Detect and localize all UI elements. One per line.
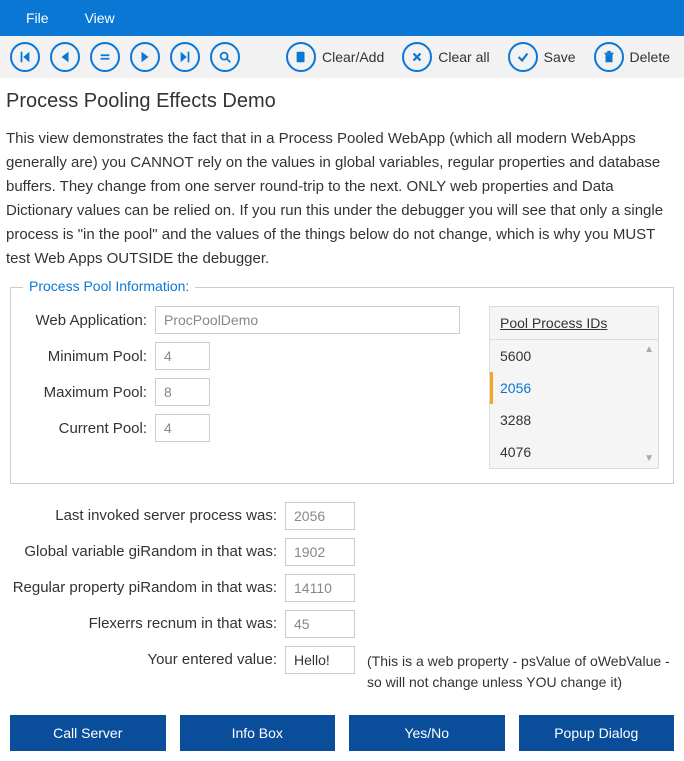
page-title: Process Pooling Effects Demo: [0, 78, 684, 121]
pid-list-header[interactable]: Pool Process IDs: [490, 307, 658, 340]
delete-label: Delete: [630, 49, 670, 65]
last-invoked-input[interactable]: [285, 502, 355, 530]
flexerrs-input[interactable]: [285, 610, 355, 638]
clear-all-icon: [402, 42, 432, 72]
pool-info-fieldset: Process Pool Information: Web Applicatio…: [10, 287, 674, 484]
delete-button[interactable]: Delete: [590, 42, 674, 72]
yes-no-button[interactable]: Yes/No: [349, 715, 505, 751]
delete-icon: [594, 42, 624, 72]
min-pool-input[interactable]: [155, 342, 210, 370]
menubar: File View: [0, 0, 684, 36]
max-pool-input[interactable]: [155, 378, 210, 406]
pid-list-item[interactable]: 5600: [490, 340, 658, 372]
status-form: Last invoked server process was: Global …: [0, 484, 684, 705]
gi-random-label: Global variable giRandom in that was:: [10, 538, 285, 560]
pi-random-label: Regular property piRandom in that was:: [10, 574, 285, 596]
toolbar: Clear/Add Clear all Save Delete: [0, 36, 684, 78]
save-button[interactable]: Save: [504, 42, 580, 72]
popup-dialog-button[interactable]: Popup Dialog: [519, 715, 675, 751]
search-icon[interactable]: [210, 42, 240, 72]
clear-all-label: Clear all: [438, 49, 489, 65]
clear-add-label: Clear/Add: [322, 49, 384, 65]
pid-list-item[interactable]: 2056: [490, 372, 658, 404]
menu-view[interactable]: View: [67, 2, 133, 34]
cur-pool-input[interactable]: [155, 414, 210, 442]
pid-list-item[interactable]: 4076: [490, 436, 658, 468]
gi-random-input[interactable]: [285, 538, 355, 566]
pi-random-input[interactable]: [285, 574, 355, 602]
min-pool-label: Minimum Pool:: [25, 348, 155, 365]
last-icon[interactable]: [170, 42, 200, 72]
page-description: This view demonstrates the fact that in …: [0, 121, 684, 287]
save-label: Save: [544, 49, 576, 65]
prev-icon[interactable]: [50, 42, 80, 72]
pool-info-legend: Process Pool Information:: [23, 278, 195, 294]
pid-list-body: ▲ ▼ 5600205632884076: [490, 340, 658, 468]
web-app-label: Web Application:: [25, 312, 155, 329]
save-icon: [508, 42, 538, 72]
scroll-down-icon[interactable]: ▼: [644, 453, 654, 464]
entered-note: (This is a web property - psValue of oWe…: [355, 646, 674, 693]
menu-file[interactable]: File: [8, 2, 67, 34]
next-icon[interactable]: [130, 42, 160, 72]
info-box-button[interactable]: Info Box: [180, 715, 336, 751]
clear-add-icon: [286, 42, 316, 72]
pid-list: Pool Process IDs ▲ ▼ 5600205632884076: [489, 306, 659, 469]
call-server-button[interactable]: Call Server: [10, 715, 166, 751]
pid-list-item[interactable]: 3288: [490, 404, 658, 436]
max-pool-label: Maximum Pool:: [25, 384, 155, 401]
last-invoked-label: Last invoked server process was:: [10, 502, 285, 524]
find-equal-icon[interactable]: [90, 42, 120, 72]
pool-info-form: Web Application: Minimum Pool: Maximum P…: [25, 306, 469, 469]
web-app-input[interactable]: [155, 306, 460, 334]
clear-add-button[interactable]: Clear/Add: [282, 42, 388, 72]
entered-input[interactable]: [285, 646, 355, 674]
clear-all-button[interactable]: Clear all: [398, 42, 493, 72]
cur-pool-label: Current Pool:: [25, 420, 155, 437]
button-bar: Call Server Info Box Yes/No Popup Dialog: [0, 705, 684, 761]
first-icon[interactable]: [10, 42, 40, 72]
entered-label: Your entered value:: [10, 646, 285, 668]
flexerrs-label: Flexerrs recnum in that was:: [10, 610, 285, 632]
scroll-up-icon[interactable]: ▲: [644, 344, 654, 355]
